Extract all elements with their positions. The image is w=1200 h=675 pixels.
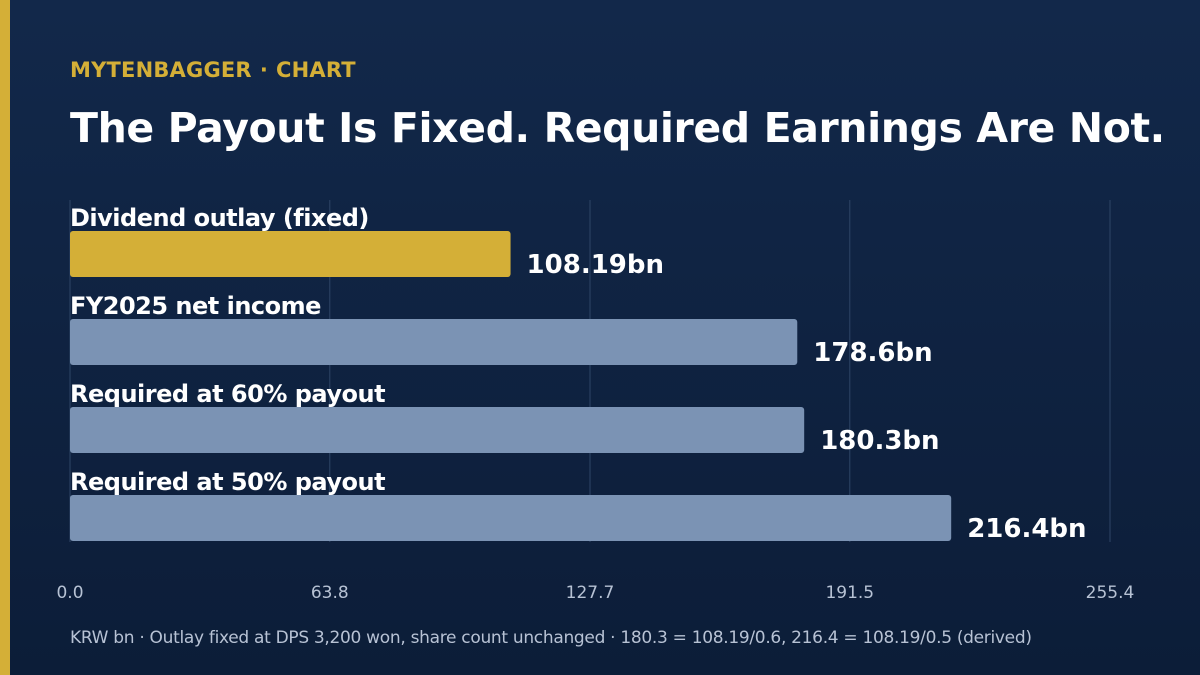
bar (70, 495, 952, 541)
bar (70, 231, 511, 277)
x-tick-label: 191.5 (825, 583, 874, 603)
category-label: FY2025 net income (70, 292, 321, 320)
category-label: Dividend outlay (fixed) (70, 204, 369, 232)
value-label: 178.6bn (813, 338, 932, 368)
x-tick-label: 63.8 (311, 583, 349, 603)
section-label: CHART (276, 58, 356, 82)
value-label: 216.4bn (967, 514, 1086, 544)
category-label: Required at 50% payout (70, 468, 385, 496)
footnote: KRW bn · Outlay fixed at DPS 3,200 won, … (70, 628, 1032, 648)
accent-stripe (0, 0, 10, 675)
x-tick-label: 0.0 (56, 583, 83, 603)
chart-title: The Payout Is Fixed. Required Earnings A… (70, 104, 1165, 152)
eyebrow-separator: · (259, 58, 268, 82)
value-label: 108.19bn (527, 250, 664, 280)
eyebrow: MYTENBAGGER · CHART (70, 58, 356, 82)
category-label: Required at 60% payout (70, 380, 385, 408)
bar (70, 407, 805, 453)
brand-label: MYTENBAGGER (70, 58, 252, 82)
value-label: 180.3bn (820, 426, 939, 456)
bar (70, 319, 798, 365)
x-tick-label: 127.7 (566, 583, 615, 603)
x-tick-label: 255.4 (1086, 583, 1135, 603)
